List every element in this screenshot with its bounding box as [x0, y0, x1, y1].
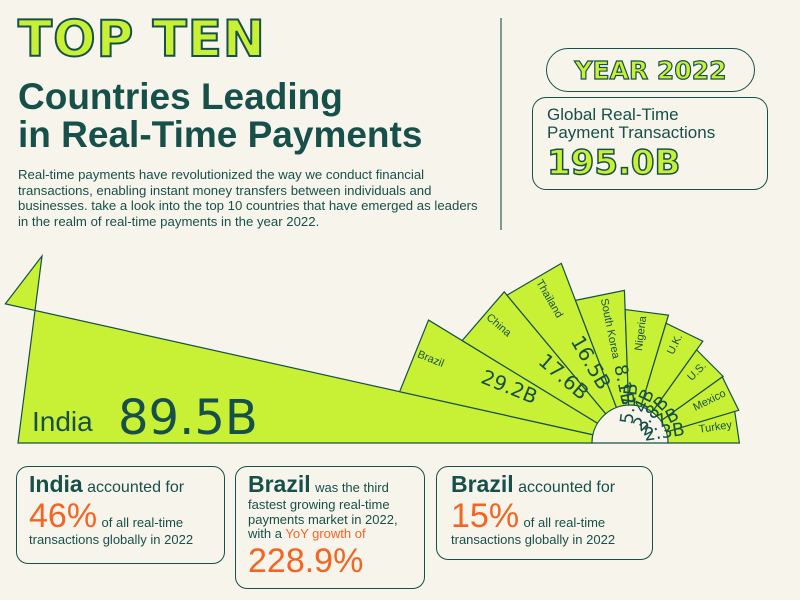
card-2-text-2: fastest growing real-time	[248, 497, 390, 512]
year-badge: YEAR 2022	[546, 48, 755, 92]
label-value-india: 89.5B	[118, 390, 258, 446]
title-line-1: Countries Leading	[18, 76, 343, 117]
stat-card-india: India accounted for 46% of all real-time…	[16, 466, 225, 564]
card-2-text-3: payments market in 2022,	[248, 511, 398, 527]
card-1-big-value: 46%	[29, 497, 98, 535]
global-value: 195.0B	[546, 143, 681, 183]
global-label-line-2: Payment Transactions	[547, 123, 716, 142]
card-1-text-3: transactions globally in 2022	[29, 532, 194, 547]
card-2-big-value: 228.9%	[248, 541, 364, 580]
card-2-accent-text: YoY growth of	[285, 526, 366, 541]
header-divider	[500, 18, 502, 230]
card-3-text-1: accounted for	[518, 479, 616, 496]
card-2-text-4: with a	[248, 526, 282, 541]
label-country-india: India	[32, 406, 93, 437]
label-country-nigeria: Nigeria	[633, 314, 649, 351]
fan-hub	[591, 404, 669, 444]
global-label-line-1: Global Real-Time	[547, 105, 679, 124]
stat-card-brazil-share: Brazil accounted for 15% of all real-tim…	[436, 466, 653, 560]
label-country-turkey: Turkey	[698, 419, 733, 436]
fan-chart: India 89.5BBrazil29.2BChina17.6BThailand1…	[4, 253, 741, 446]
card-3-country: Brazil	[451, 471, 514, 497]
title-line-2: in Real-Time Payments	[18, 114, 423, 155]
card-1-text-2: of all real-time	[101, 515, 184, 530]
card-2-country: Brazil	[248, 471, 311, 497]
card-3-text-2: of all real-time	[523, 515, 606, 530]
headline: TOP TEN	[17, 10, 266, 68]
card-1-country: India	[29, 471, 83, 497]
card-3-text-3: transactions globally in 2022	[451, 532, 616, 547]
global-transactions-box: Global Real-Time Payment Transactions 19…	[532, 97, 768, 190]
page-title: Countries Leading in Real-Time Payments	[18, 78, 422, 154]
card-2-text-1: was the third	[315, 480, 389, 495]
label-value-nigeria: 5.1B	[616, 382, 642, 425]
intro-paragraph: Real-time payments have revolutionized t…	[18, 167, 478, 229]
stat-card-brazil-growth: Brazil was the third fastest growing rea…	[235, 466, 425, 589]
card-3-big-value: 15%	[451, 497, 520, 535]
card-1-text-1: accounted for	[87, 479, 185, 496]
